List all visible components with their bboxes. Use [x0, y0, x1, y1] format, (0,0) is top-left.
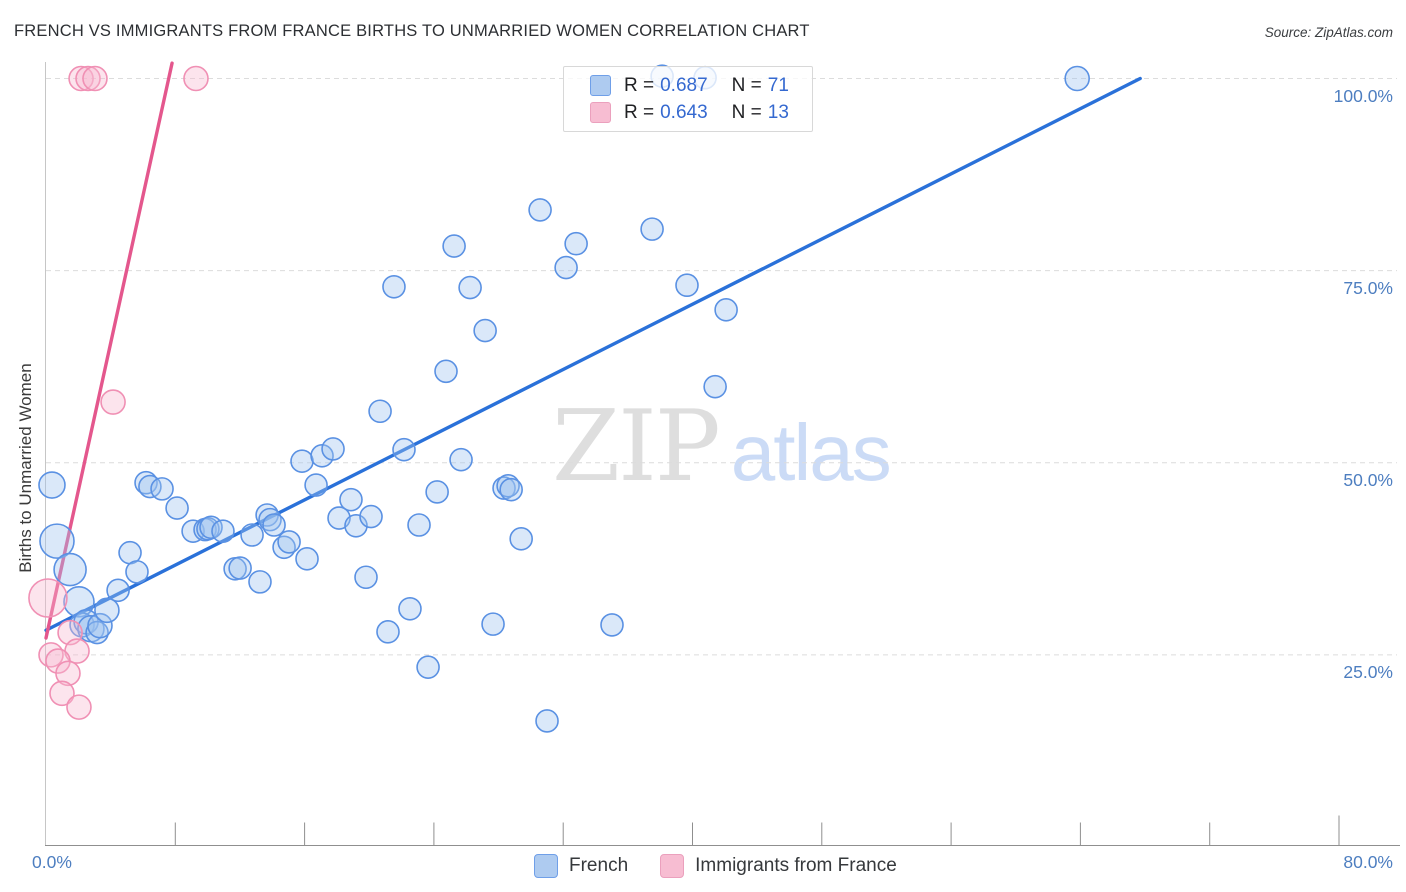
french-swatch-icon [534, 854, 558, 878]
legend-item-french: French [534, 854, 628, 878]
scatter-point-french[interactable] [354, 565, 378, 590]
scatter-point-french[interactable] [321, 437, 345, 461]
x-axis-min-label: 0.0% [32, 852, 72, 872]
scatter-point-french[interactable] [640, 217, 664, 241]
scatter-point-french[interactable] [554, 255, 578, 280]
scatter-point-french[interactable] [39, 523, 75, 559]
n-label: N = [731, 101, 762, 123]
series-legend: French Immigrants from France [534, 854, 897, 878]
scatter-point-french[interactable] [714, 298, 738, 322]
scatter-point-french[interactable] [211, 519, 235, 543]
n-value: 13 [767, 101, 789, 123]
scatter-point-french[interactable] [416, 655, 440, 679]
stats-row-french: R = 0.687 N = 71 [590, 75, 812, 97]
scatter-point-immigrants-from-france[interactable] [183, 65, 209, 92]
scatter-point-french[interactable] [295, 547, 319, 571]
r-label: R = [624, 74, 655, 96]
scatter-point-french[interactable] [442, 234, 466, 258]
scatter-point-french[interactable] [106, 578, 130, 603]
scatter-point-french[interactable] [248, 570, 272, 594]
legend-item-immigrants: Immigrants from France [660, 854, 897, 878]
trend-line-immigrants-from-france [44, 61, 174, 640]
page-title: FRENCH VS IMMIGRANTS FROM FRANCE BIRTHS … [14, 22, 810, 40]
scatter-point-french[interactable] [277, 530, 301, 554]
scatter-point-french[interactable] [392, 437, 416, 462]
scatter-point-immigrants-from-france[interactable] [66, 694, 92, 720]
scatter-point-french[interactable] [165, 496, 189, 520]
scatter-point-french[interactable] [434, 359, 458, 384]
trend-line-french [44, 76, 1142, 632]
scatter-point-french[interactable] [509, 527, 533, 551]
scatter-point-french[interactable] [53, 552, 87, 587]
scatter-point-french[interactable] [703, 374, 727, 399]
scatter-point-french[interactable] [304, 473, 328, 497]
scatter-point-french[interactable] [339, 487, 363, 512]
scatter-point-french[interactable] [675, 273, 699, 298]
watermark-zip: ZIP [552, 390, 721, 504]
n-label: N = [731, 74, 762, 96]
scatter-point-french[interactable] [499, 477, 523, 502]
scatter-point-french[interactable] [87, 612, 113, 639]
scatter-point-french[interactable] [473, 318, 497, 343]
scatter-point-french[interactable] [449, 447, 473, 472]
watermark-atlas: atlas [730, 408, 892, 497]
immigrants-swatch-icon [590, 102, 611, 123]
scatter-point-french[interactable] [1064, 65, 1090, 92]
n-value: 71 [767, 74, 789, 96]
scatter-point-immigrants-from-france[interactable] [68, 65, 94, 92]
scatter-point-french[interactable] [398, 596, 422, 621]
source-attribution: Source: ZipAtlas.com [1264, 25, 1393, 40]
scatter-point-immigrants-from-france[interactable] [82, 65, 108, 92]
scatter-point-french[interactable] [376, 620, 400, 644]
immigrants-swatch-icon [660, 854, 685, 878]
scatter-point-immigrants-from-france[interactable] [28, 578, 68, 618]
scatter-point-immigrants-from-france[interactable] [75, 65, 101, 92]
legend-label: Immigrants from France [695, 855, 897, 876]
scatter-point-french[interactable] [359, 504, 383, 529]
correlation-stats-legend: R = 0.687 N = 71 R = 0.643 N = 13 [563, 66, 813, 132]
scatter-point-french[interactable] [262, 513, 286, 537]
french-swatch-icon [590, 75, 611, 96]
y-tick-label-100: 100.0% [1333, 86, 1393, 106]
r-value: 0.643 [660, 101, 708, 123]
scatter-point-french[interactable] [125, 560, 149, 584]
scatter-point-french[interactable] [528, 198, 552, 222]
scatter-point-french[interactable] [290, 449, 314, 474]
y-tick-label-75: 75.0% [1343, 278, 1393, 298]
scatter-point-french[interactable] [481, 612, 505, 636]
x-axis-max-label: 80.0% [1343, 852, 1393, 872]
scatter-point-immigrants-from-france[interactable] [55, 660, 81, 687]
scatter-point-french[interactable] [407, 513, 431, 537]
scatter-point-immigrants-from-france[interactable] [100, 389, 126, 415]
y-tick-label-50: 50.0% [1343, 470, 1393, 490]
scatter-point-french[interactable] [382, 274, 406, 299]
scatter-point-french[interactable] [38, 471, 66, 499]
scatter-point-french[interactable] [425, 480, 449, 504]
scatter-point-french[interactable] [181, 519, 205, 543]
zipatlas-watermark: ZIP atlas [552, 398, 892, 525]
stats-row-immigrants: R = 0.643 N = 13 [590, 102, 812, 124]
scatter-point-french[interactable] [150, 477, 174, 501]
scatter-point-french[interactable] [564, 231, 588, 256]
y-tick-label-25: 25.0% [1343, 662, 1393, 682]
scatter-point-french[interactable] [600, 613, 624, 637]
scatter-point-french[interactable] [458, 275, 482, 300]
scatter-point-french[interactable] [228, 556, 252, 580]
r-value: 0.687 [660, 74, 708, 96]
scatter-point-french[interactable] [94, 597, 120, 624]
scatter-point-french[interactable] [496, 474, 520, 498]
scatter-point-french[interactable] [240, 523, 264, 547]
legend-label: French [569, 855, 629, 876]
scatter-point-immigrants-from-france[interactable] [49, 680, 75, 707]
y-axis-title: Births to Unmarried Women [16, 363, 35, 573]
scatter-point-french[interactable] [492, 476, 516, 500]
scatter-point-french[interactable] [368, 399, 392, 424]
scatter-point-french[interactable] [535, 709, 559, 733]
r-label: R = [624, 101, 655, 123]
